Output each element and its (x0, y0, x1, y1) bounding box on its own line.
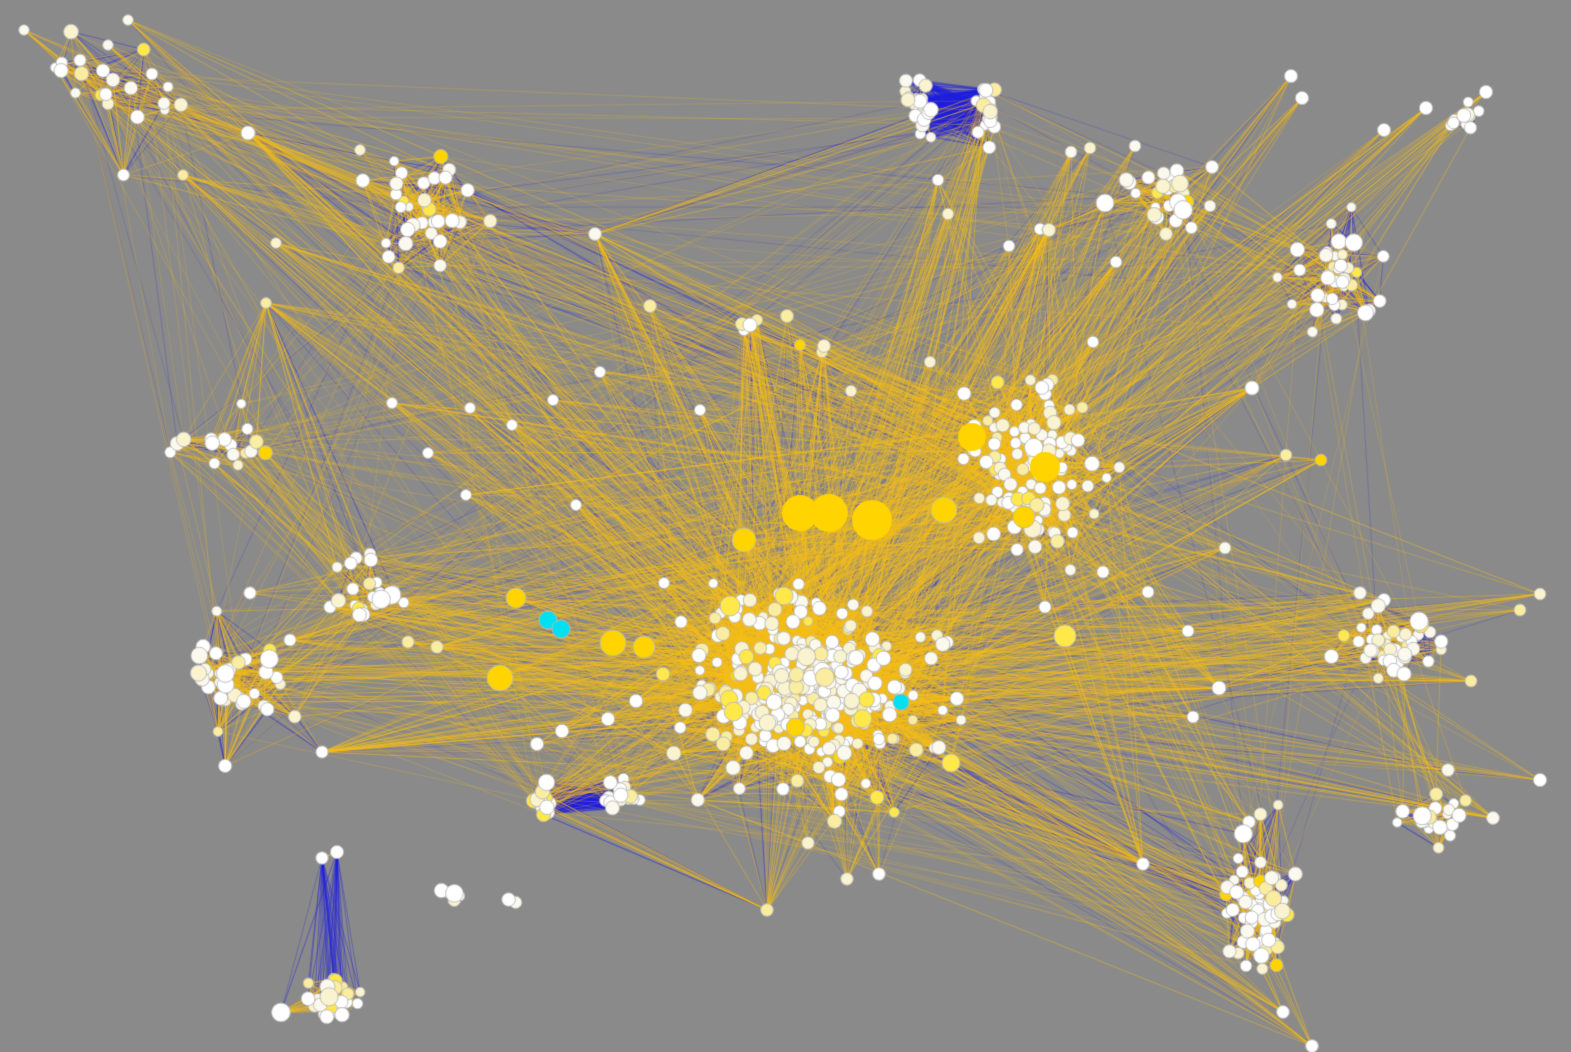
network-graph-canvas[interactable] (0, 0, 1571, 1052)
graph-viewport[interactable] (0, 0, 1571, 1052)
